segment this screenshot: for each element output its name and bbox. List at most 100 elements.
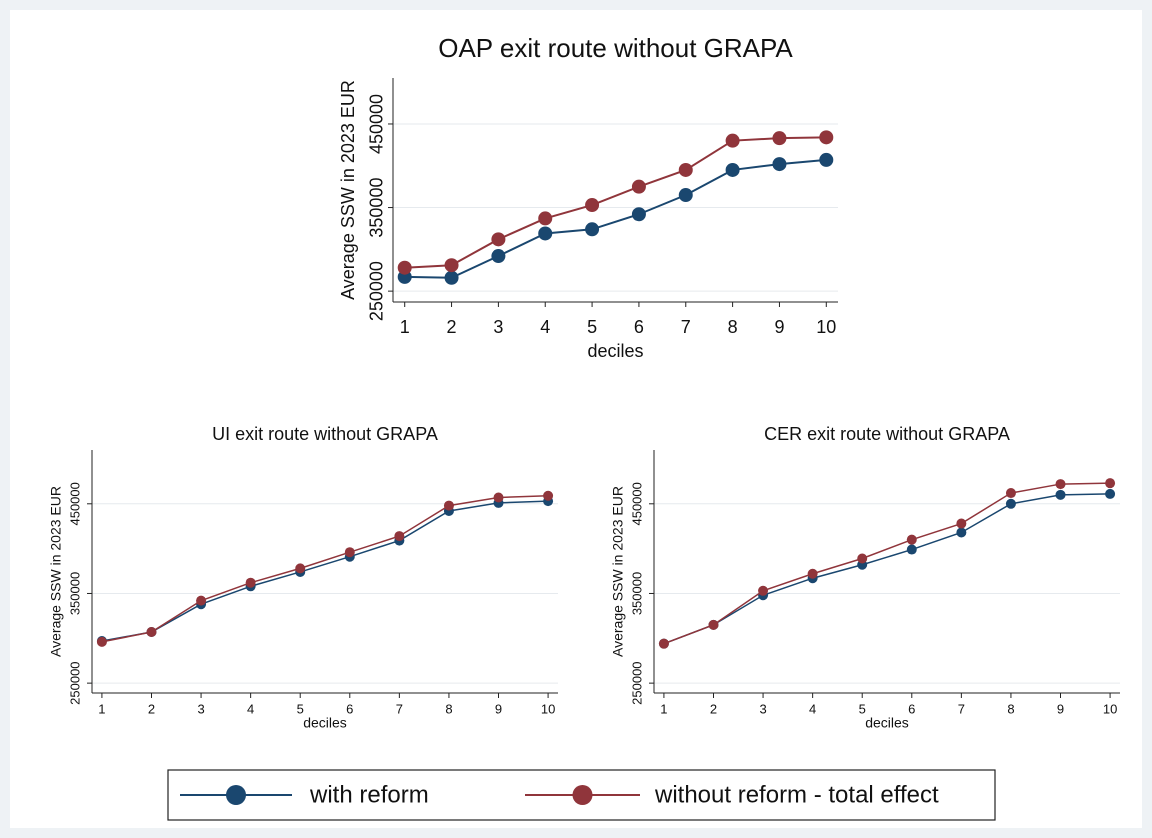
x-tick-label: 5 [587, 317, 597, 337]
data-point [956, 518, 967, 529]
x-tick-label: 7 [681, 317, 691, 337]
data-point [956, 527, 967, 538]
data-point [819, 130, 834, 145]
chart-title: UI exit route without GRAPA [212, 424, 438, 444]
x-tick-label: 5 [859, 701, 866, 716]
y-tick-label: 450000 [629, 482, 644, 525]
x-tick-label: 6 [908, 701, 915, 716]
x-tick-label: 10 [1103, 701, 1117, 716]
x-tick-label: 3 [197, 701, 204, 716]
series-line [404, 136, 827, 269]
y-tick-label: 350000 [629, 572, 644, 615]
x-tick-label: 10 [541, 701, 555, 716]
x-tick-label: 9 [1057, 701, 1064, 716]
data-point [444, 270, 459, 285]
data-point [146, 627, 157, 638]
x-tick-label: 8 [728, 317, 738, 337]
data-point [585, 222, 600, 237]
x-tick-label: 1 [400, 317, 410, 337]
data-point [491, 249, 506, 264]
y-tick-label: 250000 [367, 261, 387, 321]
legend-label: without reform - total effect [654, 781, 939, 808]
data-point [344, 547, 355, 558]
x-tick-label: 2 [710, 701, 717, 716]
data-point [394, 531, 405, 542]
legend-marker [572, 785, 593, 805]
x-tick-label: 2 [148, 701, 155, 716]
data-point [631, 207, 646, 222]
data-point [1105, 488, 1116, 499]
data-point [678, 188, 693, 203]
data-point [725, 133, 740, 148]
data-point [807, 568, 818, 579]
x-tick-label: 4 [540, 317, 550, 337]
x-tick-label: 7 [958, 701, 965, 716]
y-tick-label: 350000 [367, 178, 387, 238]
data-point [96, 636, 107, 647]
x-tick-label: 1 [98, 701, 105, 716]
x-tick-label: 4 [809, 701, 816, 716]
x-tick-label: 8 [445, 701, 452, 716]
chart-title: OAP exit route without GRAPA [438, 33, 793, 63]
x-tick-label: 7 [396, 701, 403, 716]
data-point [585, 198, 600, 213]
data-point [631, 179, 646, 194]
y-tick-label: 450000 [367, 94, 387, 154]
chart-title: CER exit route without GRAPA [764, 424, 1010, 444]
x-axis-label: deciles [865, 715, 909, 731]
data-point [1055, 479, 1066, 490]
data-point [708, 619, 719, 630]
series-line [404, 158, 827, 279]
data-point [1055, 489, 1066, 500]
x-tick-label: 3 [493, 317, 503, 337]
y-axis-label: Average SSW in 2023 EUR [610, 486, 626, 657]
data-point [444, 258, 459, 273]
data-point [493, 492, 504, 503]
data-point [1105, 478, 1116, 489]
x-axis-label: deciles [303, 715, 347, 731]
series-line [663, 493, 1111, 645]
y-tick-label: 250000 [629, 661, 644, 704]
series-line [663, 482, 1111, 645]
x-axis-label: deciles [587, 341, 643, 361]
data-point [491, 232, 506, 247]
data-point [772, 157, 787, 172]
data-point [772, 131, 787, 146]
data-point [758, 585, 769, 596]
data-point [1005, 498, 1016, 509]
x-tick-label: 9 [774, 317, 784, 337]
data-point [245, 577, 256, 588]
legend-label: with reform [309, 781, 429, 808]
series-line [101, 500, 549, 642]
data-point [196, 595, 207, 606]
y-tick-label: 350000 [67, 572, 82, 615]
data-point [1005, 488, 1016, 499]
data-point [443, 500, 454, 511]
y-axis-label: Average SSW in 2023 EUR [338, 80, 358, 300]
series-line [101, 494, 549, 643]
legend-marker [226, 785, 246, 805]
x-tick-label: 6 [634, 317, 644, 337]
data-point [819, 152, 834, 167]
data-point [538, 226, 553, 241]
data-point [678, 162, 693, 177]
data-point [658, 638, 669, 649]
y-tick-label: 250000 [67, 661, 82, 704]
y-axis-label: Average SSW in 2023 EUR [48, 486, 64, 657]
data-point [725, 162, 740, 177]
x-tick-label: 8 [1007, 701, 1014, 716]
x-tick-label: 3 [759, 701, 766, 716]
x-tick-label: 5 [297, 701, 304, 716]
x-tick-label: 2 [447, 317, 457, 337]
data-point [295, 563, 306, 574]
data-point [906, 544, 917, 555]
data-point [397, 260, 412, 275]
graph-region [10, 10, 1142, 828]
x-tick-label: 4 [247, 701, 254, 716]
x-tick-label: 1 [660, 701, 667, 716]
data-point [543, 490, 554, 501]
x-tick-label: 9 [495, 701, 502, 716]
x-tick-label: 10 [816, 317, 836, 337]
